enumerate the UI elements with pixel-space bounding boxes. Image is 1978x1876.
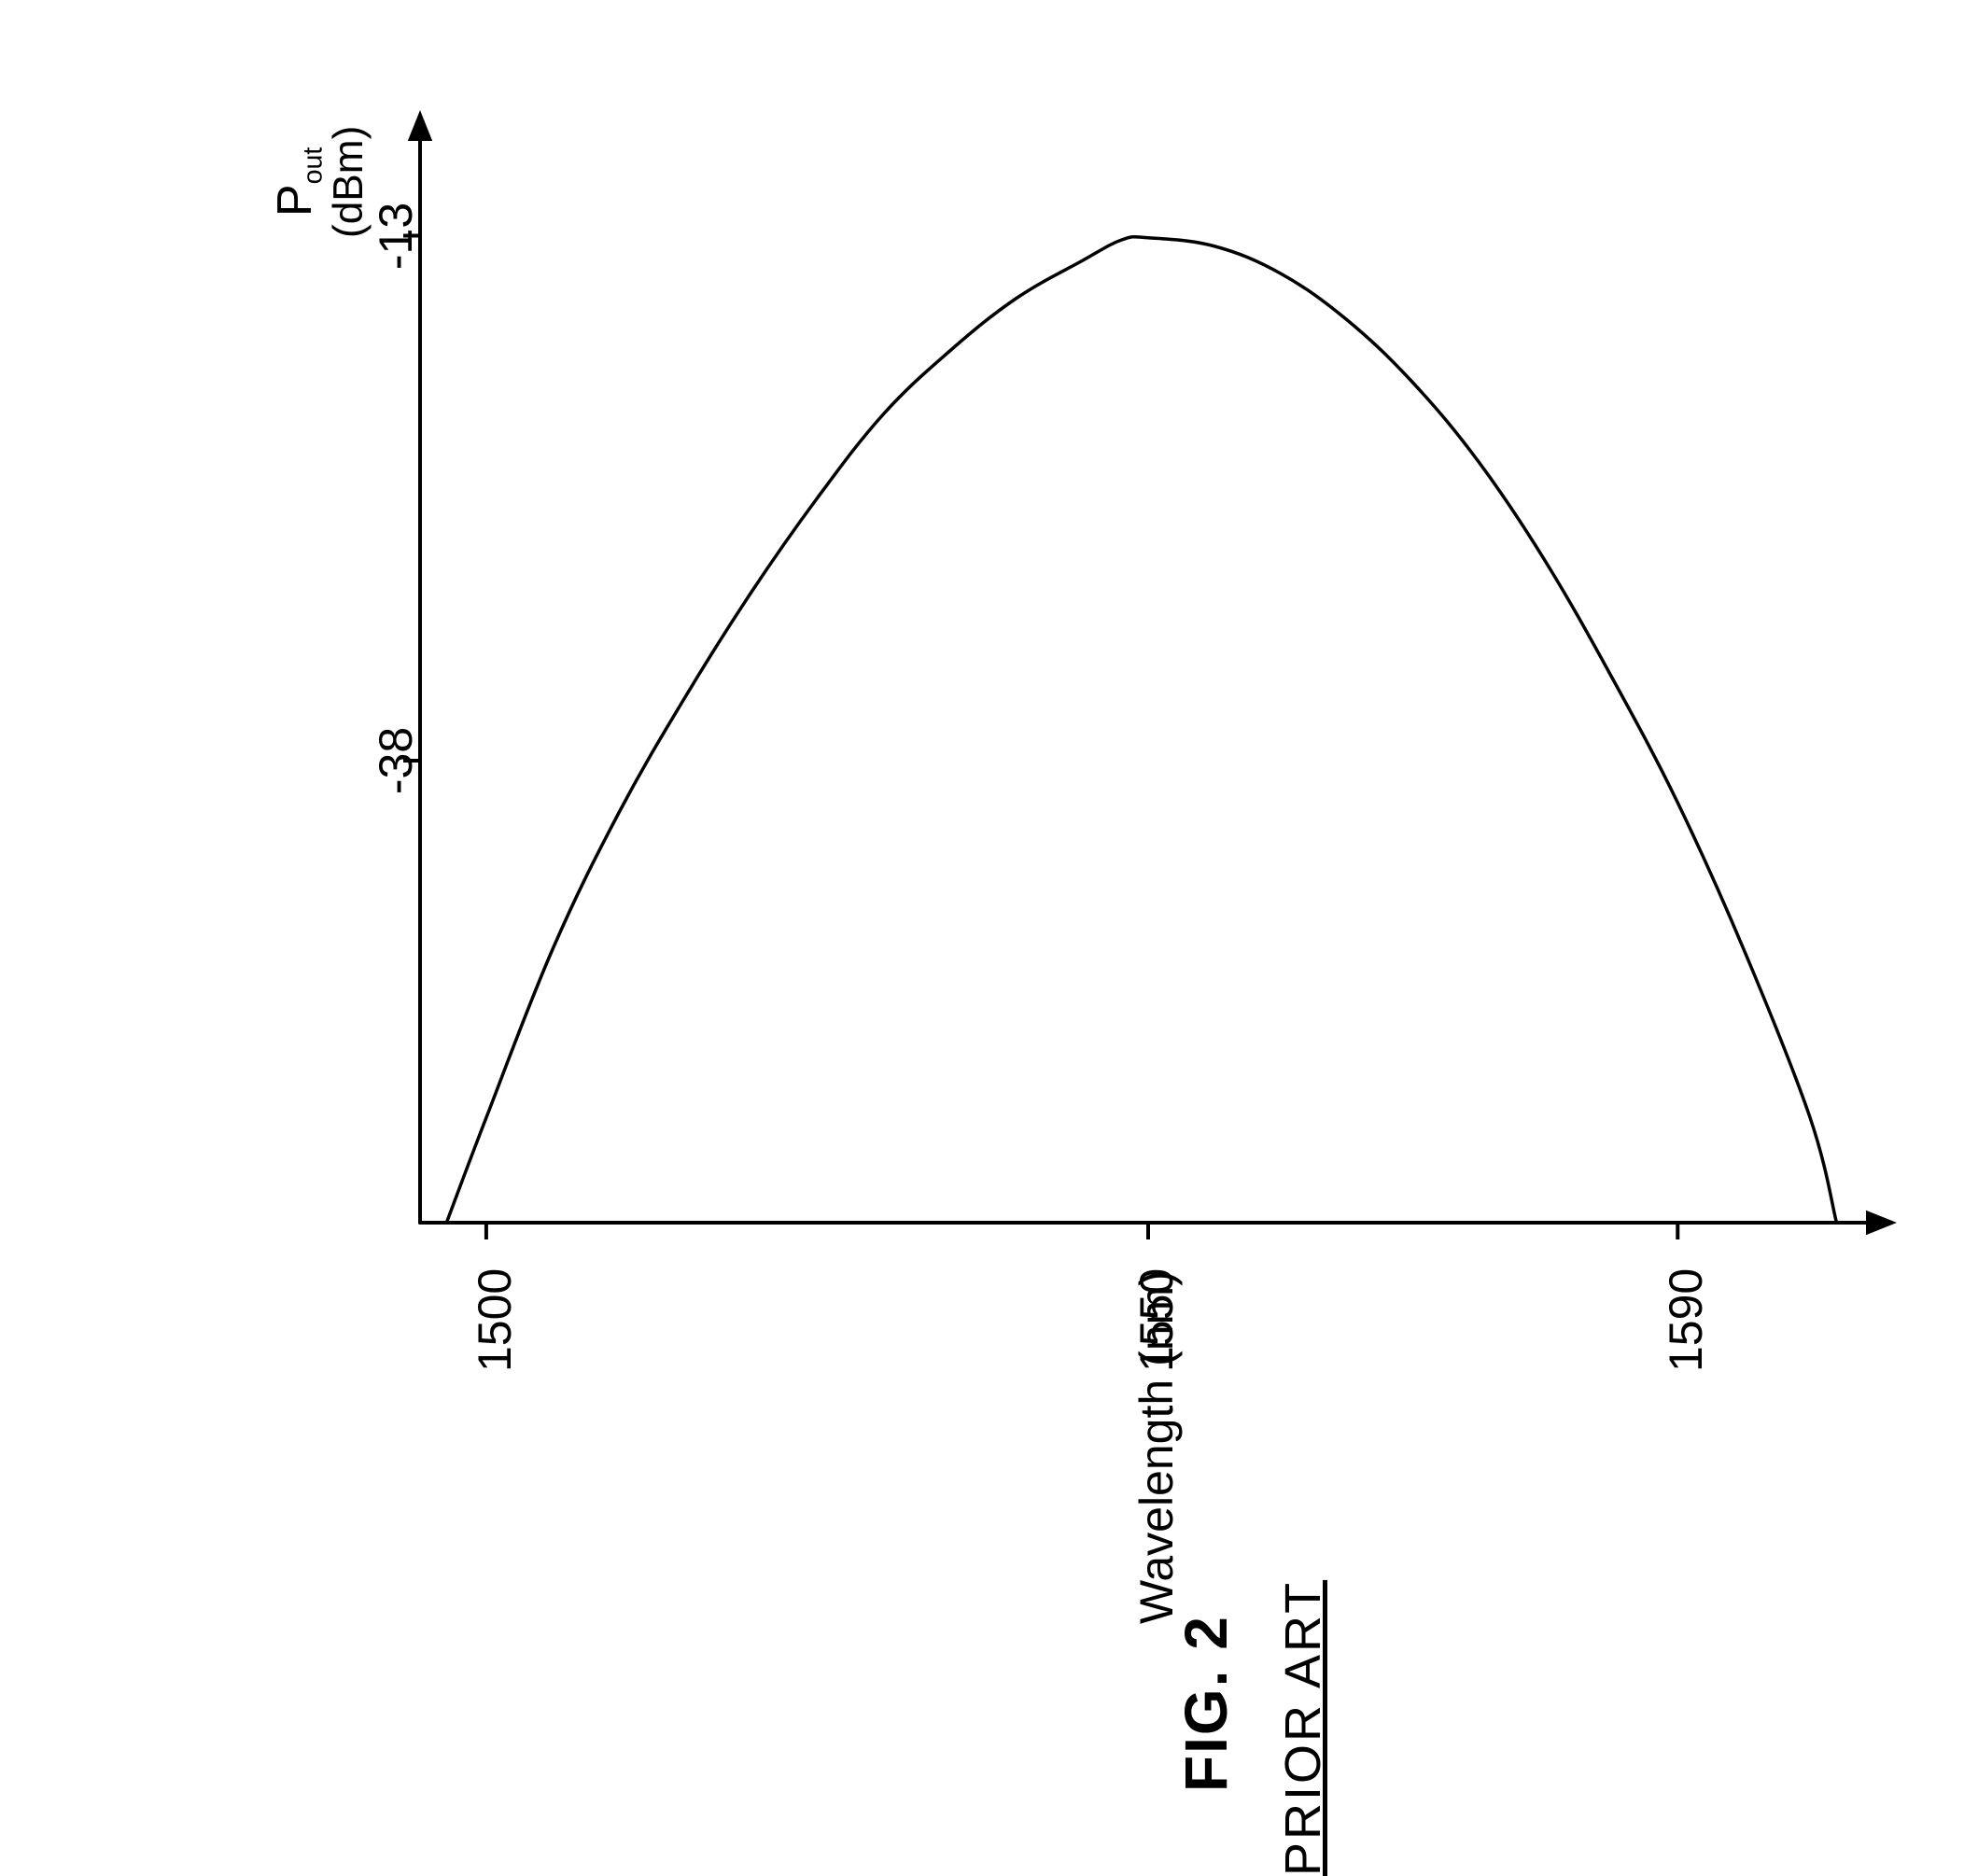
y-tick-label-0: -38 xyxy=(369,719,423,803)
y-axis-label-unit: (dBm) xyxy=(327,126,372,238)
y-axis-label-main: Pout xyxy=(271,126,327,238)
figure-subcaption: PRIOR ART xyxy=(1274,1580,1332,1876)
y-axis-label: Pout (dBm) xyxy=(271,126,372,238)
figure-caption: FIG. 2 xyxy=(1171,1615,1241,1792)
x-tick-label-2: 1590 xyxy=(1659,1268,1713,1372)
x-tick-label-1: 1550 xyxy=(1129,1268,1184,1372)
chart-svg xyxy=(47,75,1931,1475)
chart-container xyxy=(47,75,1931,1475)
y-axis-label-subscript: out xyxy=(298,147,328,185)
x-tick-label-0: 1500 xyxy=(468,1268,522,1372)
y-axis-label-symbol: P xyxy=(268,184,322,217)
page-root: Pout (dBm) Wavelength (nm) -38 -13 1500 … xyxy=(0,0,1978,1825)
y-tick-label-1: -13 xyxy=(369,194,423,278)
